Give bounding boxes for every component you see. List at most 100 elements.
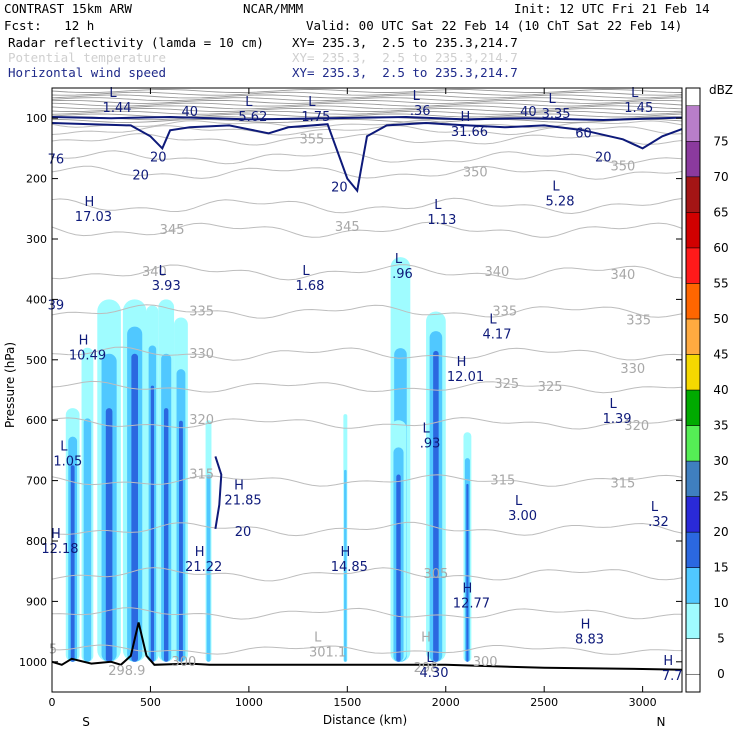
wind-extremum-value-0: 1.44 — [103, 101, 132, 116]
theta-strat-11 — [51, 118, 683, 123]
wind-extremum-type-10: L — [159, 264, 167, 279]
plot-frame — [51, 87, 683, 693]
x-tick-label-6: 3000 — [629, 696, 657, 709]
wind-label-0: 20 — [150, 150, 167, 165]
refl-band-11-15 — [433, 350, 439, 662]
theta-label-6: 340 — [611, 268, 636, 283]
theta-contour-3 — [51, 150, 683, 165]
refl-band-10-15 — [396, 474, 401, 662]
wind-extremum-value-11: 1.68 — [295, 279, 324, 294]
theta-label-16: 320 — [189, 413, 214, 428]
theta-strat-4 — [51, 99, 683, 104]
wind-extremum-type-27: L — [426, 651, 434, 666]
theta-extremum-1: H — [421, 631, 431, 646]
wind-extremum-type-7: H — [85, 195, 95, 210]
wind-extremum-value-3: .36 — [410, 104, 431, 119]
theta-contour-7 — [51, 264, 683, 281]
field-wind-xy: XY= 235.3, 2.5 to 235.3,214.7 — [292, 65, 518, 80]
theta-extremum-0: L — [314, 631, 322, 646]
y-tick-label-3: 400 — [26, 293, 47, 306]
theta-contour-4 — [51, 165, 683, 180]
wind-label-6: 39 — [48, 298, 65, 313]
colorbar-label-45: 45 — [713, 347, 728, 361]
refl-band-12-15 — [466, 483, 469, 662]
theta-label-23: 298 — [414, 661, 439, 676]
colorbar-swatch-60 — [685, 212, 701, 249]
wind-extremum-value-2: 1.75 — [301, 110, 330, 125]
wind-extremum-value-23: 21.22 — [185, 560, 222, 575]
y-tick-label-4: 500 — [26, 354, 47, 367]
wind-extremum-value-5: 1.45 — [624, 101, 653, 116]
wind-extremum-value-7: 17.03 — [75, 210, 112, 225]
theta-label-20: 305 — [423, 567, 448, 582]
theta-contour-15 — [51, 607, 683, 620]
terrain-line — [51, 622, 683, 671]
y-tick-label-5: 600 — [26, 414, 47, 427]
colorbar-label-15: 15 — [713, 561, 728, 575]
wind-extremum-value-20: 3.00 — [508, 509, 537, 524]
wind-contour-1 — [51, 115, 683, 122]
wind-extremum-type-2: L — [308, 95, 316, 110]
wind-extremum-value-9: 1.13 — [427, 213, 456, 228]
theta-label-22: 300 — [171, 655, 196, 670]
wind-contour-0 — [51, 121, 683, 194]
wind-extremum-value-16: 1.39 — [603, 412, 632, 427]
wind-extremum-value-24: 14.85 — [331, 560, 368, 575]
wind-extremum-value-8: 5.28 — [546, 195, 575, 210]
wind-extremum-value-28: 7.7 — [662, 669, 683, 684]
y-tick-label-6: 700 — [26, 475, 47, 488]
wind-extremum-type-18: L — [60, 439, 68, 454]
colorbar-label-60: 60 — [713, 241, 728, 255]
x-tick-label-1: 500 — [140, 696, 161, 709]
wind-extremum-value-26: 8.83 — [575, 633, 604, 648]
theta-strat-0 — [51, 89, 683, 93]
refl-band-7-10 — [206, 474, 211, 662]
theta-strat-6 — [51, 105, 683, 110]
theta-contour-12 — [51, 474, 683, 487]
x-tick-label-4: 2000 — [432, 696, 460, 709]
colorbar-label-75: 75 — [713, 134, 728, 148]
colorbar-swatch-55 — [685, 247, 701, 284]
wind-label-1: 20 — [132, 169, 149, 184]
colorbar-label-20: 20 — [713, 525, 728, 539]
wind-extremum-type-23: H — [195, 545, 205, 560]
x-tick-label-2: 1000 — [235, 696, 263, 709]
theta-contour-10 — [51, 380, 683, 394]
colorbar-swatch-65 — [685, 176, 701, 213]
colorbar-label-40: 40 — [713, 383, 728, 397]
theta-contour-16 — [51, 644, 683, 655]
theta-label-15: 320 — [624, 419, 649, 434]
wind-extremum-type-19: H — [234, 479, 244, 494]
center-label: NCAR/MMM — [243, 1, 304, 16]
wind-extremum-type-14: H — [79, 334, 89, 349]
y-tick-label-7: 800 — [26, 535, 47, 548]
field-wind-name: Horizontal wind speed — [8, 65, 167, 80]
wind-extremum-value-10: 3.93 — [152, 279, 181, 294]
theta-label-2: 350 — [463, 166, 488, 181]
wind-extremum-value-21: .32 — [648, 515, 669, 530]
theta-label-26: 5 — [49, 643, 57, 658]
refl-band-6-15 — [179, 420, 183, 662]
theta-contour-5 — [51, 197, 683, 215]
colorbar-label-30: 30 — [713, 454, 728, 468]
model-title: CONTRAST 15km ARW — [4, 1, 132, 16]
theta-label-3: 345 — [335, 220, 360, 235]
wind-extremum-value-6: 31.66 — [451, 125, 488, 140]
wind-extremum-type-24: H — [340, 545, 350, 560]
theta-contour-6 — [51, 221, 683, 238]
colorbar-swatch-15 — [685, 531, 701, 568]
colorbar-swatch-25 — [685, 460, 701, 497]
wind-extremum-value-19: 21.85 — [224, 494, 261, 509]
colorbar-swatch-10 — [685, 567, 701, 604]
colorbar-swatch-75 — [685, 105, 701, 142]
wind-label-8: 40 — [520, 105, 537, 120]
y-tick-label-1: 200 — [26, 173, 47, 186]
wind-extremum-type-15: H — [457, 355, 467, 370]
colorbar-swatch-50 — [685, 283, 701, 320]
wind-extremum-value-12: .96 — [392, 267, 413, 282]
wind-extremum-type-5: L — [631, 86, 639, 101]
wind-contour-low — [214, 456, 223, 530]
wind-extremum-type-13: L — [489, 313, 497, 328]
colorbar-swatch-20 — [685, 496, 701, 533]
